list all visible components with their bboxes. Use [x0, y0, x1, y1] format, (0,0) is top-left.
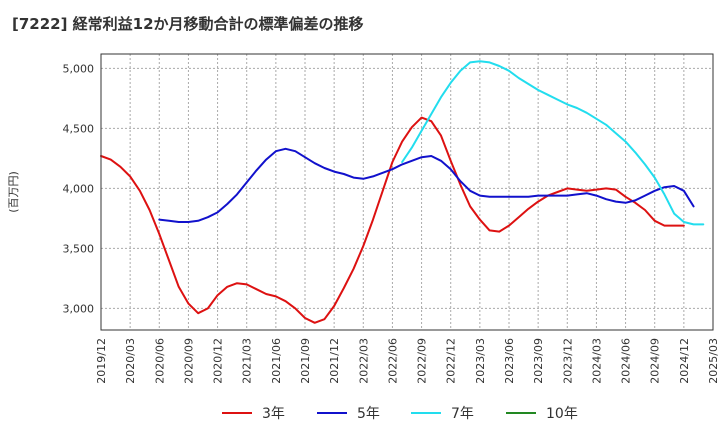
x-tick-label: 2021/09: [299, 338, 312, 384]
x-tick-label: 2023/09: [532, 338, 545, 384]
series-line-3年: [100, 116, 685, 324]
legend-label: 7年: [451, 406, 474, 422]
x-tick-label: 2022/09: [416, 338, 429, 384]
axes: 2019/12 2020/03 2020/06 2020/09 2020/12 2021/…: [7, 62, 720, 383]
series-lines: [100, 60, 705, 324]
x-tick-label: 2021/06: [270, 338, 283, 384]
x-tick-label: 2024/06: [620, 338, 633, 384]
legend-label: 5年: [357, 406, 380, 422]
x-tick-label: 2021/12: [328, 338, 341, 384]
x-tick-label: 2021/03: [241, 338, 254, 384]
chart-title: [7222] 経常利益12か月移動合計の標準偏差の推移: [12, 15, 364, 33]
x-tick-label: 2024/12: [678, 338, 691, 384]
y-tick-label: 5,000: [63, 62, 95, 75]
plot-border: [100, 53, 714, 331]
x-tick-label: 2022/06: [386, 338, 399, 384]
legend: 3年 5年 7年 10年: [222, 406, 578, 422]
x-tick-label: 2022/12: [445, 338, 458, 384]
x-tick-label: 2024/09: [649, 338, 662, 384]
y-tick-label: 4,000: [63, 182, 95, 195]
x-tick-label: 2019/12: [95, 338, 108, 384]
legend-label: 10年: [546, 406, 578, 422]
x-tick-label: 2020/06: [153, 338, 166, 384]
x-tick-label: 2020/12: [212, 338, 225, 384]
x-tick-label: 2020/09: [182, 338, 195, 384]
x-tick-label: 2024/03: [590, 338, 603, 384]
x-tick-label: 2023/06: [503, 338, 516, 384]
series-line-5年: [158, 147, 695, 223]
y-tick-label: 3,000: [63, 302, 95, 315]
series-line-7年: [401, 60, 705, 226]
x-tick-label: 2025/03: [707, 338, 720, 384]
x-tick-label: 2023/12: [561, 338, 574, 384]
y-tick-label: 4,500: [63, 122, 95, 135]
legend-label: 3年: [262, 406, 285, 422]
y-tick-label: 3,500: [63, 242, 95, 255]
x-tick-label: 2020/03: [124, 338, 137, 384]
plot-area: [101, 54, 713, 330]
y-axis-label: (百万円): [7, 171, 20, 213]
x-tick-label: 2022/03: [357, 338, 370, 384]
x-tick-label: 2023/03: [474, 338, 487, 384]
